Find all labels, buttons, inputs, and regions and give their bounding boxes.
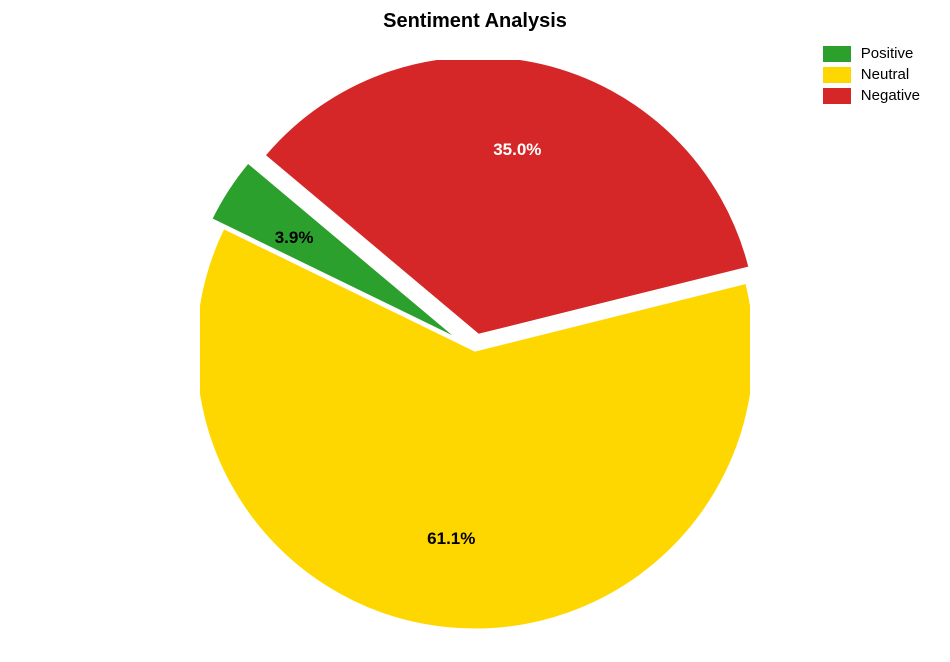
chart-title: Sentiment Analysis (383, 10, 567, 33)
legend-swatch-negative (823, 88, 851, 104)
slice-label-negative: 35.0% (493, 140, 541, 160)
legend-swatch-neutral (823, 67, 851, 83)
legend-label-negative: Negative (861, 87, 920, 104)
legend-label-neutral: Neutral (861, 66, 909, 83)
pie-svg (200, 60, 750, 640)
slice-label-positive: 3.9% (275, 228, 314, 248)
legend-item-positive: Positive (823, 45, 920, 62)
legend-swatch-positive (823, 46, 851, 62)
legend-label-positive: Positive (861, 45, 914, 62)
slice-label-neutral: 61.1% (427, 529, 475, 549)
legend-item-negative: Negative (823, 87, 920, 104)
pie-chart: 3.9% 61.1% 35.0% (200, 60, 750, 640)
legend: Positive Neutral Negative (823, 45, 920, 108)
legend-item-neutral: Neutral (823, 66, 920, 83)
